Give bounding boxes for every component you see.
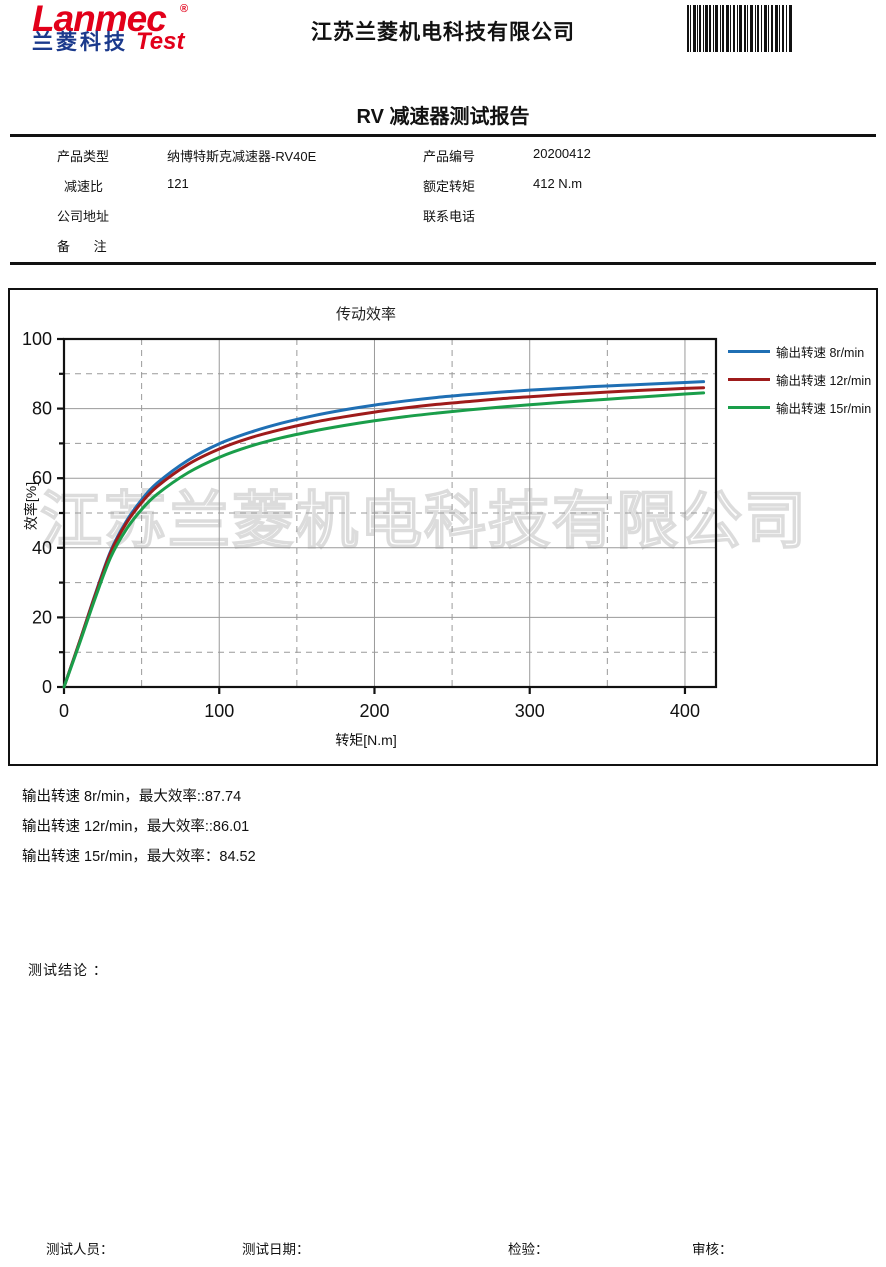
logo-brand-cn-text: 兰菱科技: [32, 31, 128, 54]
field-label-remarks: 备 注: [57, 239, 117, 254]
svg-text:80: 80: [32, 399, 52, 419]
footer-field-approval: 审核：: [692, 1242, 733, 1257]
legend-label: 输出转速 12r/min: [776, 374, 872, 388]
logo-brand-suffix-text: Test: [136, 28, 185, 55]
result-line: 输出转速 15r/min，最大效率：84.52: [22, 849, 256, 865]
max-efficiency-results: 输出转速 8r/min，最大效率::87.74 输出转速 12r/min，最大效…: [22, 782, 522, 872]
legend-item[interactable]: 输出转速 15r/min: [728, 394, 878, 422]
legend-label: 输出转速 8r/min: [776, 346, 865, 360]
table-row: 减速比 121 额定转矩 412 N.m: [0, 176, 886, 206]
field-label-contact-phone: 联系电话: [423, 209, 476, 224]
legend-swatch-icon: [728, 350, 770, 353]
field-value-product-type: 纳博特斯克减速器-RV40E: [167, 149, 317, 164]
registered-trademark-icon: ®: [180, 3, 189, 15]
chart-plot-area: 0 20 40 60 80 100 0 100 200 300 400: [22, 329, 718, 721]
field-label-company-address: 公司地址: [57, 209, 110, 224]
svg-text:40: 40: [32, 538, 52, 558]
table-row: 备 注: [0, 236, 886, 266]
chart-title: 传动效率: [335, 306, 396, 323]
legend-item[interactable]: 输出转速 8r/min: [728, 338, 878, 366]
company-name: 江苏兰菱机电科技有限公司: [311, 21, 575, 44]
legend-label: 输出转速 15r/min: [776, 402, 872, 416]
divider-top: [10, 134, 876, 137]
svg-text:100: 100: [22, 329, 52, 349]
barcode-icon: [686, 5, 793, 52]
svg-text:300: 300: [515, 701, 545, 721]
field-value-reduction-ratio: 121: [167, 176, 189, 191]
table-row: 公司地址 联系电话: [0, 206, 886, 236]
svg-text:400: 400: [670, 701, 700, 721]
svg-text:20: 20: [32, 607, 52, 627]
footer-field-test-date: 测试日期：: [242, 1242, 310, 1257]
divider-bottom: [10, 262, 876, 265]
conclusion-label: 测试结论 ：: [28, 962, 108, 978]
product-info-table: 产品类型 纳博特斯克减速器-RV40E 产品编号 20200412 减速比 12…: [0, 140, 886, 260]
svg-text:60: 60: [32, 468, 52, 488]
field-label-product-type: 产品类型: [57, 149, 110, 164]
field-value-product-number: 20200412: [533, 146, 591, 161]
efficiency-chart-panel: 传动效率 江苏兰菱机电科技有限公司 0 20 40 60 80 100 0 100 200 300…: [8, 288, 878, 766]
field-value-rated-torque: 412 N.m: [533, 176, 583, 191]
company-logo: Lanmec ® 兰菱科技 Test: [32, 0, 232, 58]
svg-text:200: 200: [359, 701, 389, 721]
page-header: Lanmec ® 兰菱科技 Test 江苏兰菱机电科技有限公司: [0, 0, 886, 88]
chart-x-axis-label: 转矩[N.m]: [335, 732, 397, 748]
result-line: 输出转速 12r/min，最大效率::86.01: [22, 819, 250, 835]
legend-swatch-icon: [728, 406, 770, 409]
footer-field-tester: 测试人员：: [46, 1242, 114, 1257]
svg-text:0: 0: [42, 677, 52, 697]
chart-y-axis-label: 效率[%]: [23, 481, 39, 531]
table-row: 产品类型 纳博特斯克减速器-RV40E 产品编号 20200412: [0, 146, 886, 176]
chart-legend: 输出转速 8r/min 输出转速 12r/min 输出转速 15r/min: [728, 338, 878, 422]
legend-item[interactable]: 输出转速 12r/min: [728, 366, 878, 394]
field-label-reduction-ratio: 减速比: [64, 179, 104, 194]
result-line: 输出转速 8r/min，最大效率::87.74: [22, 789, 242, 805]
signature-footer: 测试人员： 测试日期： 检验： 审核：: [0, 1238, 886, 1262]
field-label-rated-torque: 额定转矩: [423, 179, 476, 194]
svg-text:0: 0: [59, 701, 69, 721]
page-title: RV 减速器测试报告: [356, 106, 530, 128]
svg-text:100: 100: [204, 701, 234, 721]
logo-brand-text: Lanmec: [32, 0, 167, 39]
footer-field-inspection: 检验：: [508, 1242, 549, 1257]
legend-swatch-icon: [728, 378, 770, 381]
field-label-product-number: 产品编号: [423, 149, 476, 164]
